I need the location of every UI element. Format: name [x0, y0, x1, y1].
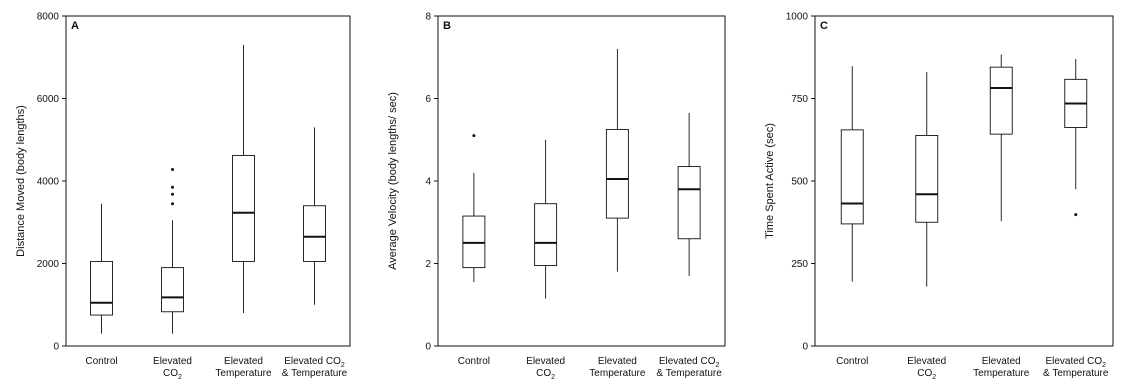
iqr-box	[303, 205, 326, 262]
y-tick-label: 2	[425, 259, 431, 270]
subscript: 2	[551, 374, 555, 381]
chart-panel-c: 0 250 500 750 1000 C Time Spent Active (sec) Co…	[764, 12, 1114, 381]
iqr-box	[462, 215, 486, 269]
subscript: 2	[178, 374, 182, 381]
iqr-box	[161, 267, 184, 313]
category-label-line1: Elevated	[598, 356, 637, 367]
y-tick-label: 1000	[786, 12, 809, 23]
outlier-point	[171, 192, 174, 196]
y-tick-label: 750	[791, 94, 808, 105]
category-label-line1: Elevated CO2	[1045, 356, 1106, 369]
iqr-box	[534, 203, 558, 267]
chart-panel-a: 0 2000 4000 6000 8000 A Distance Moved (body l…	[15, 12, 351, 381]
y-tick-label: 0	[53, 342, 59, 353]
category-label-line1: Elevated CO2	[659, 356, 720, 369]
outlier-point	[1074, 213, 1078, 217]
subscript: 2	[341, 362, 345, 369]
category-label-line1: Control	[836, 356, 868, 367]
outlier-point	[171, 185, 174, 189]
category-label-line2: CO2	[536, 368, 555, 381]
category-label-line2: CO2	[917, 368, 936, 381]
y-tick-label: 6000	[37, 94, 60, 105]
y-axis-label: Distance Moved (body lengths)	[15, 105, 27, 257]
category-label-line2: Temperature	[215, 368, 272, 379]
category-label-line1: Control	[458, 356, 490, 367]
category-label-line1: Elevated	[224, 356, 263, 367]
panel-label: C	[820, 20, 828, 32]
category-label-line1: Control	[85, 356, 117, 367]
y-tick-label: 250	[791, 259, 808, 270]
category-label-line1: Elevated CO2	[284, 356, 345, 369]
y-tick-label: 8	[425, 12, 431, 23]
iqr-box	[605, 128, 629, 219]
iqr-box	[989, 66, 1013, 135]
panel-label: B	[443, 20, 451, 32]
category-label-line1: Elevated	[907, 356, 946, 367]
chart-panel-b: 0 2 4 6 8 B Average Velocity (body lengths/ se…	[387, 12, 726, 381]
category-label-line2: & Temperature	[282, 368, 348, 379]
panel-label: A	[71, 20, 79, 32]
iqr-box	[90, 260, 113, 316]
y-axis-label: Average Velocity (body lengths/ sec)	[387, 92, 399, 270]
y-tick-label: 8000	[37, 12, 60, 23]
y-tick-label: 4	[425, 177, 431, 188]
subscript: 2	[716, 362, 720, 369]
y-tick-label: 0	[425, 342, 431, 353]
y-tick-label: 2000	[37, 259, 60, 270]
category-label-line2: Temperature	[589, 368, 646, 379]
category-label-line2: & Temperature	[656, 368, 722, 379]
outlier-point	[472, 134, 476, 138]
y-tick-label: 6	[425, 94, 431, 105]
category-label-line1: Elevated	[982, 356, 1021, 367]
iqr-box	[915, 135, 939, 223]
iqr-box	[232, 154, 255, 262]
y-tick-label: 0	[802, 342, 808, 353]
y-tick-label: 500	[791, 177, 808, 188]
category-label-line1: Elevated	[526, 356, 565, 367]
iqr-box	[677, 166, 701, 240]
category-label-line1: Elevated	[153, 356, 192, 367]
subscript: 2	[932, 374, 936, 381]
outlier-point	[171, 202, 174, 206]
y-axis-label: Time Spent Active (sec)	[764, 123, 776, 239]
category-label-line2: & Temperature	[1043, 368, 1109, 379]
y-tick-label: 4000	[37, 177, 60, 188]
subscript: 2	[1102, 362, 1106, 369]
iqr-box	[840, 129, 864, 225]
category-label-line2: Temperature	[973, 368, 1030, 379]
outlier-point	[171, 167, 174, 171]
category-label-line2: CO2	[163, 368, 182, 381]
